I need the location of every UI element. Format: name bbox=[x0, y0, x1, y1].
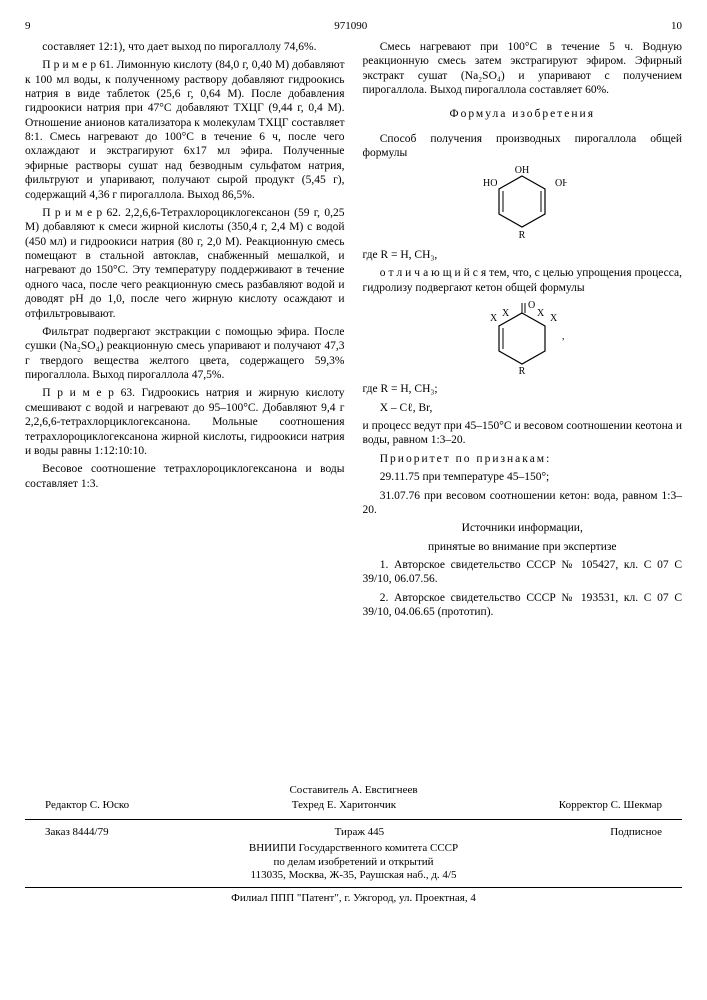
right-p1: Смесь нагревают при 100°С в течение 5 ч.… bbox=[363, 40, 683, 98]
footer-corrector: Корректор С. Шекмар bbox=[559, 799, 662, 813]
left-p1: составляет 12:1), что дает выход по пиро… bbox=[25, 40, 345, 54]
svg-text:X: X bbox=[502, 308, 510, 319]
sources-sub: принятые во внимание при экспертизе bbox=[363, 540, 683, 554]
page-number-right: 10 bbox=[671, 20, 682, 34]
source-2: 2. Авторское свидетельство СССР № 193531… bbox=[363, 591, 683, 620]
right-p3: где R = H, CH₃, bbox=[363, 248, 683, 262]
left-column: составляет 12:1), что дает выход по пиро… bbox=[25, 40, 345, 624]
svg-text:X: X bbox=[537, 308, 545, 319]
footer-techred: Техред Е. Харитончик bbox=[292, 799, 396, 813]
right-column: Смесь нагревают при 100°С в течение 5 ч.… bbox=[363, 40, 683, 624]
formula-2: O X X X X R , bbox=[363, 299, 683, 378]
footer-order: Заказ 8444/79 bbox=[45, 826, 109, 840]
svg-text:,: , bbox=[562, 331, 565, 342]
footer-editor: Редактор С. Юско bbox=[45, 799, 129, 813]
claims-title: Формула изобретения bbox=[363, 107, 683, 121]
svg-text:R: R bbox=[519, 366, 526, 374]
footer-tirazh: Тираж 445 bbox=[335, 826, 385, 840]
page-number-left: 9 bbox=[25, 20, 31, 34]
source-1: 1. Авторское свидетельство СССР № 105427… bbox=[363, 558, 683, 587]
footer-compiler: Составитель А. Евстигнеев bbox=[25, 784, 682, 798]
footer-branch: Филиал ППП "Патент", г. Ужгород, ул. Про… bbox=[25, 892, 682, 906]
footer: Составитель А. Евстигнеев Редактор С. Юс… bbox=[25, 784, 682, 906]
right-p8: 29.11.75 при температуре 45–150°; bbox=[363, 470, 683, 484]
svg-text:X: X bbox=[490, 313, 498, 324]
left-p6: Весовое соотношение тетрахлороциклогекса… bbox=[25, 462, 345, 491]
priority-title: Приоритет по признакам: bbox=[363, 452, 683, 466]
svg-text:O: O bbox=[528, 300, 535, 311]
right-p7: и процесс ведут при 45–150°С и весовом с… bbox=[363, 419, 683, 448]
right-p6: X – Cℓ, Br, bbox=[363, 401, 683, 415]
svg-text:R: R bbox=[519, 230, 526, 239]
formula-1: OH OH HO R bbox=[363, 164, 683, 243]
patent-number: 971090 bbox=[334, 20, 367, 34]
right-p2: Способ получения производных пирогаллола… bbox=[363, 132, 683, 161]
svg-text:OH: OH bbox=[515, 165, 529, 176]
svg-text:OH: OH bbox=[555, 178, 567, 189]
sources-title: Источники информации, bbox=[363, 521, 683, 535]
footer-org1: ВНИИПИ Государственного комитета СССР bbox=[25, 842, 682, 856]
left-p3: П р и м е р 62. 2,2,6,6-Тетрахлороциклог… bbox=[25, 206, 345, 321]
right-p9: 31.07.76 при весовом соотношении кетон: … bbox=[363, 489, 683, 518]
svg-text:X: X bbox=[550, 313, 558, 324]
left-p4: Фильтрат подвергают экстракции с помощью… bbox=[25, 325, 345, 383]
footer-subscr: Подписное bbox=[610, 826, 662, 840]
left-p5: П р и м е р 63. Гидроокись натрия и жирн… bbox=[25, 386, 345, 458]
right-p4: о т л и ч а ю щ и й с я тем, что, с цель… bbox=[363, 266, 683, 295]
footer-addr: 113035, Москва, Ж-35, Раушская наб., д. … bbox=[25, 869, 682, 883]
right-p5: где R = H, CH₃; bbox=[363, 382, 683, 396]
svg-text:HO: HO bbox=[483, 178, 497, 189]
footer-org2: по делам изобретений и открытий bbox=[25, 856, 682, 870]
left-p2: П р и м е р 61. Лимонную кислоту (84,0 г… bbox=[25, 58, 345, 202]
